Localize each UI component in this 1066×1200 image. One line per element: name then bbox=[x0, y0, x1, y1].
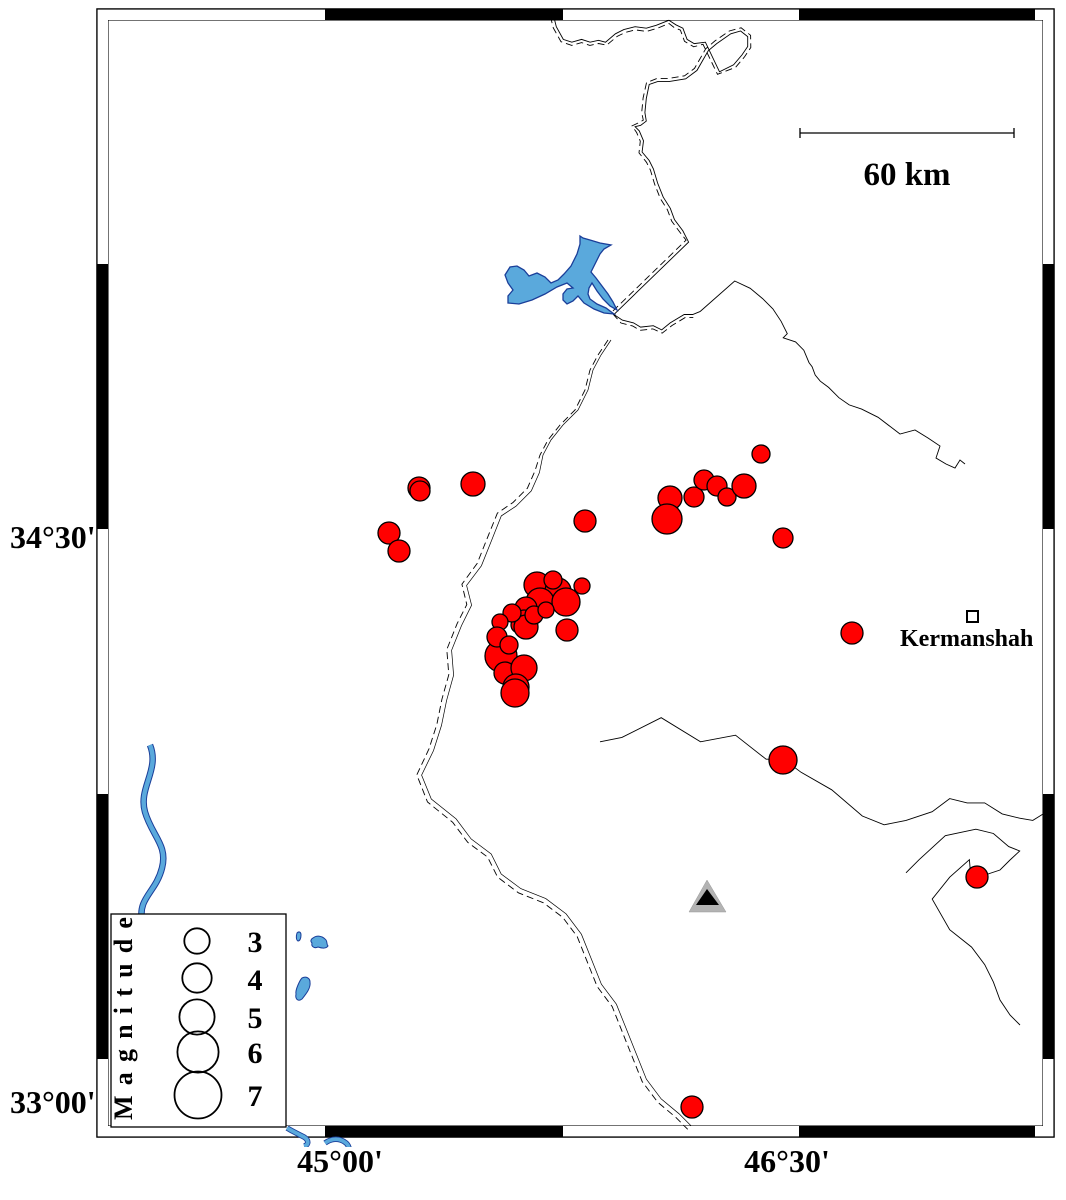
svg-text:6: 6 bbox=[248, 1037, 263, 1070]
svg-text:Magnitude: Magnitude bbox=[109, 907, 138, 1120]
svg-text:4: 4 bbox=[248, 964, 263, 997]
svg-text:5: 5 bbox=[248, 1002, 263, 1035]
svg-text:33°00': 33°00' bbox=[10, 1084, 96, 1120]
svg-text:Kermanshah: Kermanshah bbox=[900, 626, 1033, 652]
svg-text:34°30': 34°30' bbox=[10, 519, 96, 555]
svg-text:7: 7 bbox=[248, 1080, 263, 1113]
svg-text:46°30': 46°30' bbox=[744, 1143, 830, 1179]
svg-text:45°00': 45°00' bbox=[297, 1143, 383, 1179]
svg-text:60 km: 60 km bbox=[863, 157, 950, 193]
svg-text:3: 3 bbox=[248, 926, 263, 959]
